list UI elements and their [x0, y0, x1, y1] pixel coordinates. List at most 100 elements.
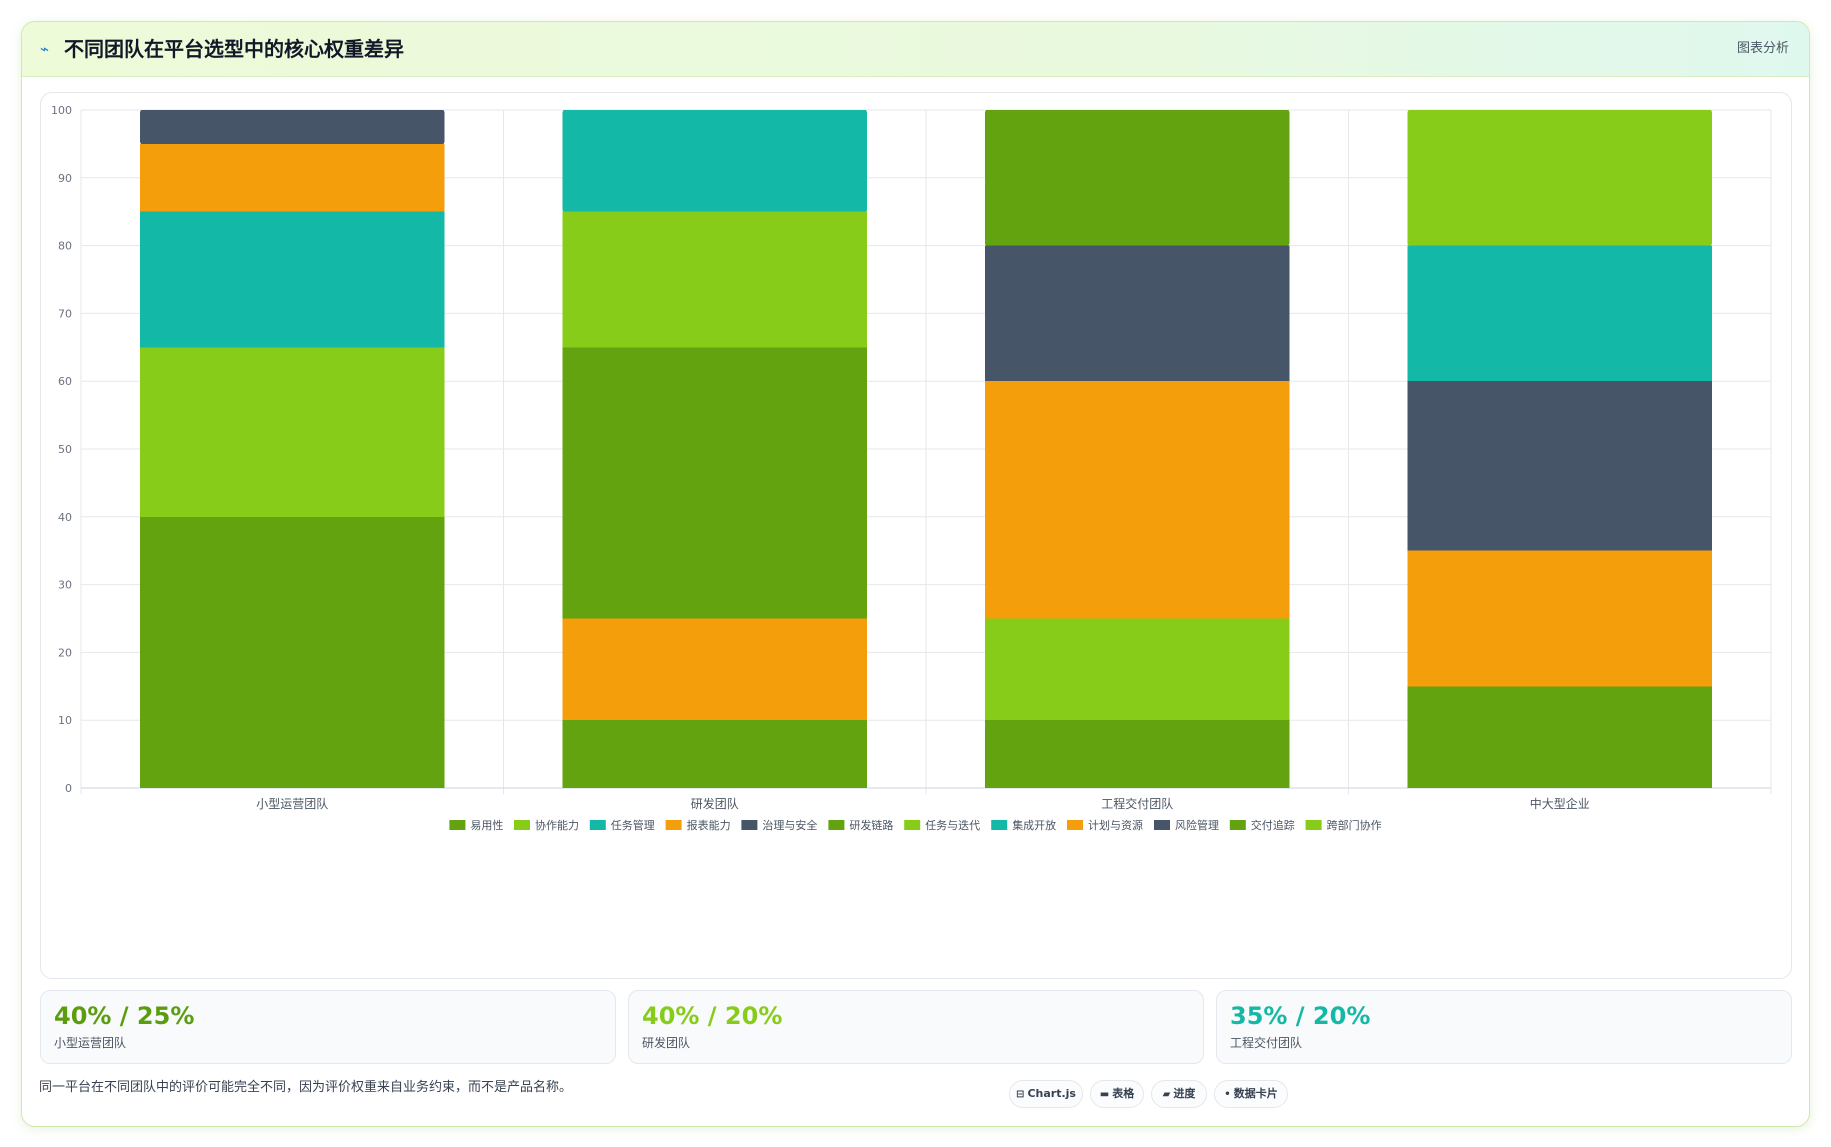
- stat-card: 35% / 20% 工程交付团队: [1216, 990, 1792, 1064]
- bar-segment: [562, 211, 867, 348]
- legend-swatch: [828, 820, 845, 830]
- legend-label: 交付追踪: [1251, 818, 1295, 832]
- bar-segment: [1407, 110, 1712, 246]
- legend-item: 报表能力: [665, 818, 731, 832]
- legend-swatch: [904, 820, 921, 830]
- bar-segment: [1407, 550, 1712, 687]
- legend-item: 任务与迭代: [904, 819, 980, 832]
- chip-label: Chart.js: [1027, 1087, 1076, 1100]
- legend-item: 研发链路: [828, 818, 893, 832]
- legend-item: 任务管理: [589, 818, 655, 832]
- y-tick-label: 50: [58, 443, 72, 456]
- legend-item: 风险管理: [1154, 818, 1219, 832]
- stat-label: 工程交付团队: [1230, 1036, 1303, 1050]
- stat-label: 小型运营团队: [54, 1036, 127, 1050]
- stat-card: 40% / 25% 小型运营团队: [40, 990, 616, 1064]
- chip-label: 表格: [1112, 1087, 1135, 1100]
- bar-segment: [562, 347, 867, 619]
- bar-segment: [985, 720, 1290, 788]
- y-tick-label: 80: [58, 240, 72, 253]
- legend-swatch: [1067, 820, 1083, 830]
- bar-segment: [1407, 245, 1712, 382]
- y-tick-label: 30: [58, 579, 72, 592]
- legend-label: 任务管理: [611, 818, 655, 832]
- bar-segment: [562, 618, 867, 721]
- stat-value: 40% / 20%: [642, 1002, 783, 1030]
- footer-note: 同一平台在不同团队中的评价可能完全不同，因为评价权重来自业务约束，而不是产品名称…: [39, 1080, 573, 1095]
- page-title: 不同团队在平台选型中的核心权重差异: [64, 37, 404, 61]
- legend-item: 集成开放: [991, 818, 1056, 832]
- chip-chartjs[interactable]: ⊟ Chart.js: [1009, 1080, 1083, 1108]
- legend-label: 协作能力: [535, 818, 579, 832]
- bar-segment: [140, 143, 445, 212]
- bar-segment: [562, 720, 867, 788]
- bar-segment: [562, 110, 867, 212]
- legend-label: 研发链路: [849, 818, 893, 832]
- stat-card: 40% / 20% 研发团队: [628, 990, 1204, 1064]
- chip-table[interactable]: ▬ 表格: [1090, 1080, 1144, 1108]
- legend-swatch: [1229, 820, 1246, 830]
- chart-line-icon: ⌁: [40, 40, 50, 58]
- table-icon: ▬: [1099, 1089, 1110, 1100]
- progress-icon: ▰: [1162, 1089, 1171, 1100]
- bar-segment: [140, 110, 445, 144]
- legend-label: 易用性: [470, 818, 503, 832]
- chart-panel: 0 10 20 30 40 50 60 70 80 90 100 小型运营团队 研发团队 工程交付团队 中大…: [40, 92, 1792, 979]
- chip-progress[interactable]: ▰ 进度: [1151, 1080, 1207, 1108]
- chart-card: ⌁ 不同团队在平台选型中的核心权重差异 图表分析 0 10 20 30 40 50 60 70…: [21, 21, 1810, 1127]
- y-tick-label: 60: [58, 375, 72, 388]
- x-tick-label: 中大型企业: [1530, 796, 1590, 811]
- stats-row: 40% / 25% 小型运营团队 40% / 20% 研发团队 35% / 20…: [40, 990, 1792, 1064]
- stat-label: 研发团队: [642, 1036, 691, 1050]
- card-icon: •: [1224, 1089, 1231, 1100]
- bar-segment: [985, 381, 1290, 619]
- legend-label: 风险管理: [1175, 818, 1219, 832]
- legend-label: 任务与迭代: [925, 819, 980, 832]
- bar-segment: [1407, 381, 1712, 551]
- chip-label: 进度: [1173, 1087, 1196, 1100]
- y-tick-label: 20: [58, 646, 72, 659]
- card-header: ⌁ 不同团队在平台选型中的核心权重差异 图表分析: [22, 22, 1809, 77]
- legend-item: 治理与安全: [741, 818, 817, 832]
- legend-swatch: [665, 820, 682, 830]
- legend-swatch: [589, 820, 606, 830]
- x-tick-label: 工程交付团队: [1101, 796, 1173, 811]
- legend-swatch: [1154, 820, 1170, 830]
- chart-icon: ⊟: [1016, 1089, 1025, 1100]
- legend-swatch: [1305, 820, 1322, 830]
- legend-label: 集成开放: [1012, 818, 1056, 832]
- legend-swatch: [514, 820, 530, 830]
- bar-segment: [140, 516, 445, 788]
- legend-label: 计划与资源: [1088, 818, 1143, 832]
- legend-item: 跨部门协作: [1305, 818, 1382, 832]
- y-tick-label: 100: [51, 104, 72, 117]
- bar-segment: [985, 110, 1290, 246]
- stacked-bar-chart: 0 10 20 30 40 50 60 70 80 90 100 小型运营团队 研发团队 工程交付团队 中大…: [51, 104, 1772, 832]
- legend-swatch: [741, 820, 758, 830]
- legend-label: 治理与安全: [762, 818, 817, 832]
- chart-analysis-link[interactable]: 图表分析: [1736, 41, 1789, 56]
- stat-value: 40% / 25%: [54, 1002, 195, 1030]
- stat-value: 35% / 20%: [1230, 1002, 1371, 1030]
- legend-swatch: [991, 820, 1008, 830]
- bar-segment: [140, 347, 445, 517]
- y-tick-label: 90: [58, 172, 72, 185]
- chip-data-card[interactable]: • 数据卡片: [1214, 1080, 1288, 1108]
- x-tick-label: 小型运营团队: [256, 796, 328, 811]
- chip-label: 数据卡片: [1233, 1087, 1278, 1100]
- bar-segment: [1407, 686, 1712, 788]
- y-tick-label: 10: [58, 714, 72, 727]
- legend-swatch: [449, 820, 466, 830]
- bar-segment: [985, 245, 1290, 382]
- legend-label: 报表能力: [687, 818, 731, 832]
- legend-label: 跨部门协作: [1327, 818, 1382, 832]
- legend-item: 易用性: [449, 818, 503, 832]
- bar-segment: [985, 618, 1290, 721]
- legend-item: 计划与资源: [1067, 818, 1143, 832]
- y-tick-label: 0: [65, 782, 72, 795]
- x-tick-label: 研发团队: [691, 796, 739, 811]
- y-tick-label: 70: [58, 307, 72, 320]
- y-tick-label: 40: [58, 511, 72, 524]
- bar-segment: [140, 211, 445, 348]
- legend-item: 交付追踪: [1229, 818, 1295, 832]
